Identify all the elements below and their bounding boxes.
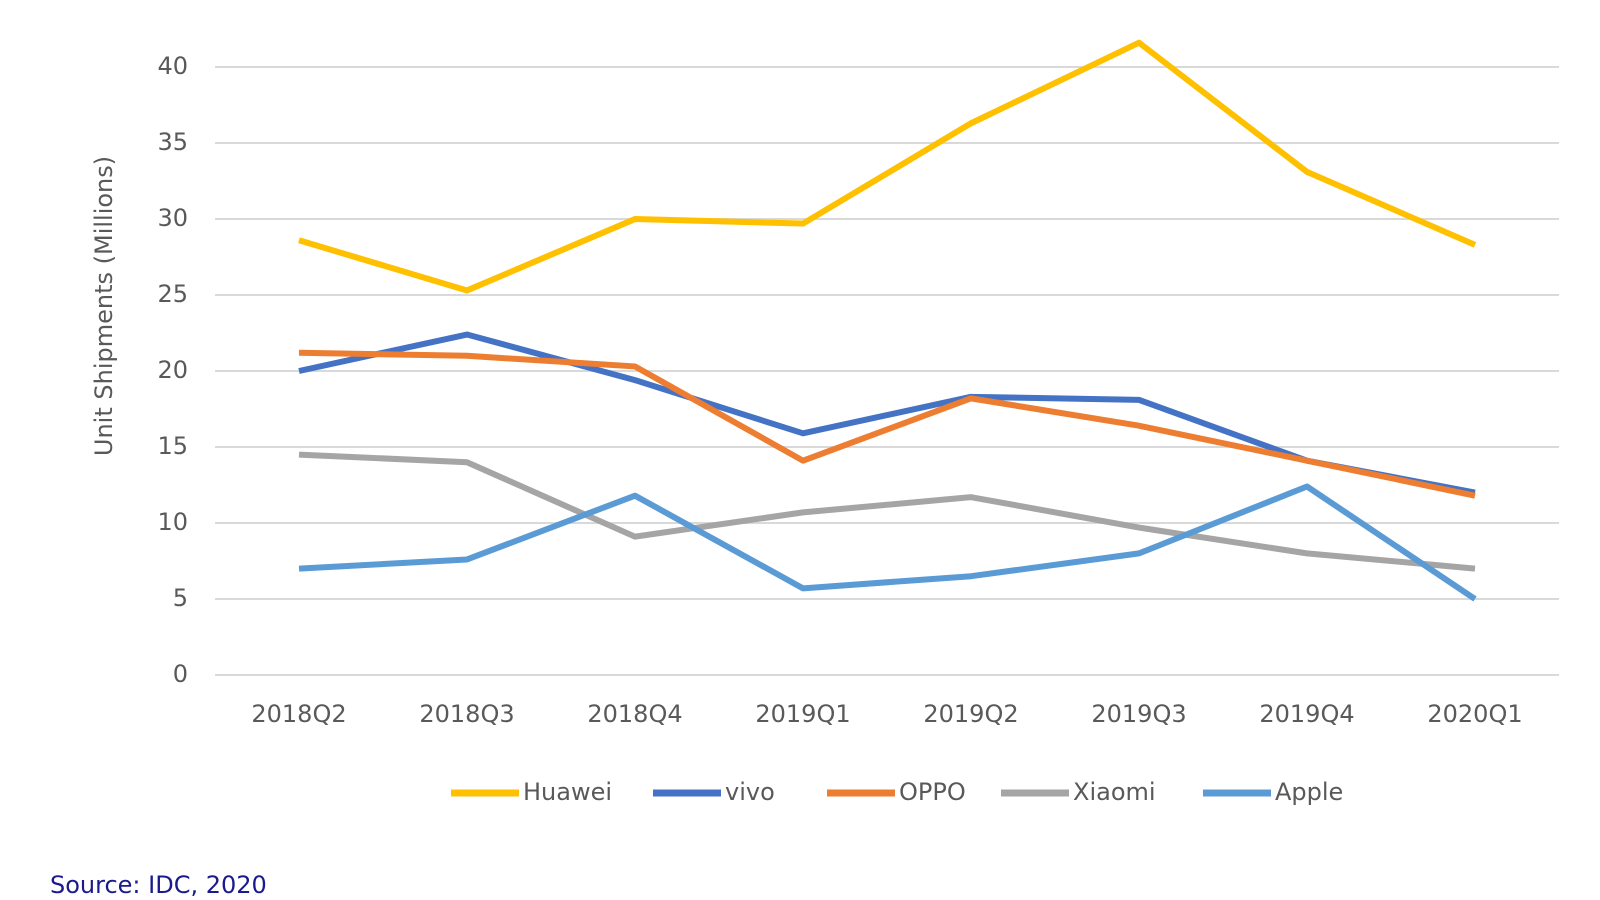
y-tick-label: 30 (157, 204, 188, 232)
legend-label: Huawei (523, 778, 612, 806)
y-tick-label: 20 (157, 356, 188, 384)
y-tick-label: 5 (173, 584, 188, 612)
y-tick-label: 40 (157, 52, 188, 80)
legend-label: OPPO (899, 778, 966, 806)
y-tick-label: 15 (157, 432, 188, 460)
y-tick-label: 45 (157, 0, 188, 4)
series-line (298, 39, 1477, 294)
series-line (298, 451, 1476, 572)
legend-label: Apple (1275, 778, 1343, 806)
x-tick-label: 2019Q3 (1091, 700, 1186, 728)
x-tick-label: 2020Q1 (1427, 700, 1522, 728)
y-tick-label: 0 (173, 660, 188, 688)
x-tick-label: 2018Q3 (419, 700, 514, 728)
y-tick-label: 35 (157, 128, 188, 156)
series-line (298, 349, 1476, 499)
legend-label: Xiaomi (1073, 778, 1156, 806)
x-tick-label: 2019Q4 (1259, 700, 1354, 728)
y-axis-title: Unit Shipments (Millions) (90, 156, 118, 456)
series-line (298, 331, 1476, 496)
x-tick-label: 2018Q4 (587, 700, 682, 728)
y-tick-label: 25 (157, 280, 188, 308)
legend-label: vivo (725, 778, 775, 806)
series-line (298, 483, 1477, 602)
x-tick-label: 2019Q2 (923, 700, 1018, 728)
x-tick-label: 2019Q1 (755, 700, 850, 728)
source-note: Source: IDC, 2020 (50, 871, 267, 899)
y-tick-label: 10 (157, 508, 188, 536)
x-tick-label: 2018Q2 (251, 700, 346, 728)
